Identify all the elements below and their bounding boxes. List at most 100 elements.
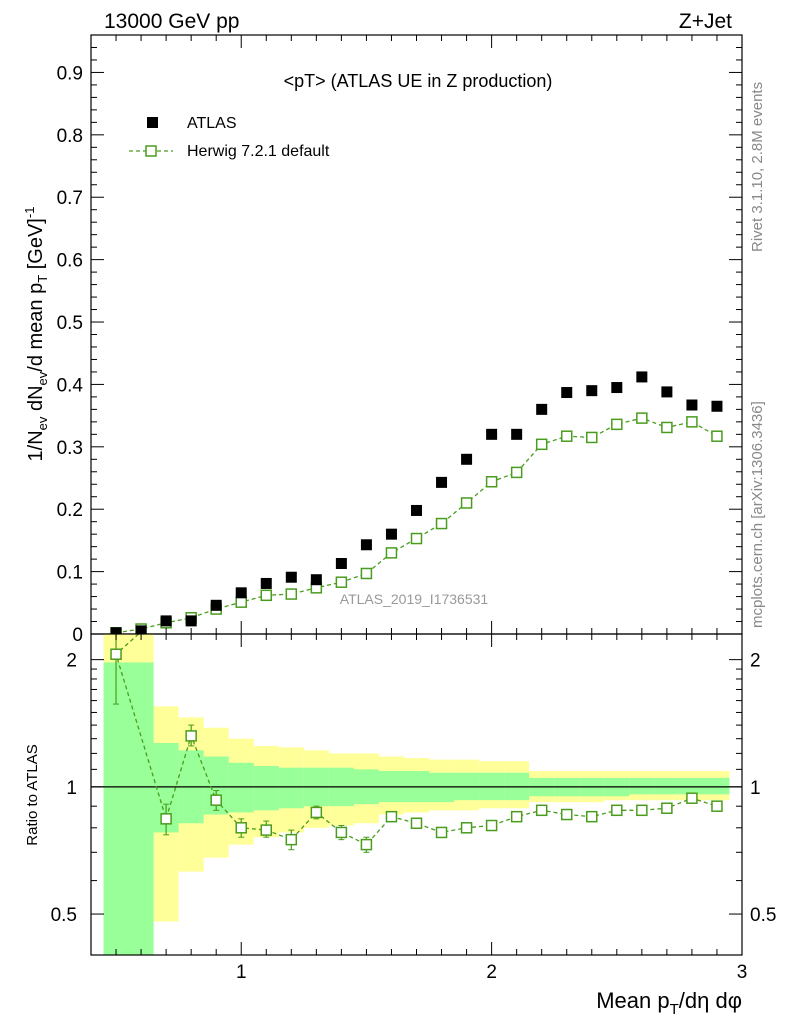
ratio-herwig-point	[535, 804, 548, 817]
atlas-point	[436, 476, 448, 488]
analysis-watermark: ATLAS_2019_I1736531	[340, 591, 489, 607]
ratio-herwig-point	[435, 826, 448, 839]
atlas-point	[235, 587, 247, 599]
atlas-point	[586, 385, 598, 397]
x-tick-label: 2	[486, 962, 497, 983]
herwig-point	[285, 588, 298, 600]
herwig-point	[435, 517, 448, 530]
ratio-herwig-point	[110, 648, 122, 660]
herwig-point	[711, 430, 723, 442]
ratio-green-band	[629, 777, 655, 795]
ratio-herwig-point	[460, 822, 473, 834]
ratio-herwig-point	[335, 826, 348, 839]
atlas-point	[210, 599, 222, 611]
ratio-herwig-point	[611, 804, 623, 817]
herwig-point	[661, 421, 673, 434]
ratio-herwig-point	[285, 833, 298, 846]
atlas-point	[385, 528, 397, 540]
y-tick-label: 0.9	[57, 63, 83, 84]
ratio-green-band	[228, 762, 254, 813]
ratio-herwig-point	[210, 794, 222, 806]
legend-atlas-marker	[147, 117, 158, 128]
herwig-point	[360, 567, 373, 580]
atlas-point	[160, 615, 172, 627]
ratio-y-tick-label-right: 1	[750, 778, 761, 799]
y-tick-label: 0.2	[57, 500, 83, 521]
atlas-point	[185, 615, 197, 627]
y-tick-label: 0	[72, 625, 83, 646]
ratio-herwig-point	[510, 810, 523, 823]
y-tick-label: 0.1	[57, 563, 83, 584]
ratio-y-tick-label: 1	[66, 778, 77, 799]
atlas-point	[486, 428, 498, 440]
x-axis-label: Mean pT/dη dφ	[596, 988, 742, 1018]
herwig-point	[235, 596, 247, 608]
ratio-y-tick-label-right: 2	[750, 651, 761, 672]
herwig-point	[410, 532, 423, 545]
herwig-point	[460, 497, 473, 509]
ratio-herwig-point	[185, 730, 197, 742]
ratio-green-band	[253, 766, 279, 811]
ratio-herwig-point	[485, 819, 498, 832]
atlas-point	[335, 557, 347, 569]
ratio-panel: 1 2 3 0.5 0.5 1 1 2 2 Ratio to ATLAS Mean pT/dη …	[24, 633, 776, 1018]
ratio-y-tick-label: 0.5	[51, 905, 77, 926]
process-label: Z+Jet	[679, 10, 732, 33]
y-tick-label: 0.8	[57, 126, 83, 147]
ratio-herwig-point	[661, 802, 673, 814]
atlas-point	[536, 403, 548, 415]
atlas-point	[461, 453, 473, 465]
ratio-y-tick-label: 2	[66, 651, 77, 672]
legend-herwig-label: Herwig 7.2.1 default	[187, 143, 330, 160]
ratio-herwig-point	[711, 800, 723, 812]
ratio-green-band	[103, 662, 154, 955]
y-axis-label: 1/Nev dNev/d mean pT [GeV]-1	[22, 207, 50, 462]
herwig-point	[485, 476, 498, 488]
herwig-point	[260, 589, 273, 602]
herwig-point	[636, 412, 648, 424]
y-tick-label: 0.4	[57, 375, 84, 396]
atlas-point	[310, 574, 322, 586]
ratio-green-band	[278, 767, 304, 809]
ratio-herwig-point	[360, 838, 373, 851]
atlas-point	[511, 428, 523, 440]
herwig-point	[535, 438, 548, 451]
ratio-herwig-point	[586, 810, 598, 823]
rivet-label: Rivet 3.1.10, 2.8M events	[749, 82, 766, 252]
legend: ATLAS Herwig 7.2.1 default	[129, 115, 330, 160]
ratio-herwig-point	[310, 806, 323, 819]
ratio-herwig-point	[385, 810, 398, 823]
ratio-herwig-point	[636, 804, 648, 817]
main-panel: <pT> (ATLAS UE in Z production) ATLAS_20…	[22, 34, 743, 646]
ratio-green-band	[679, 777, 730, 795]
herwig-point	[686, 416, 698, 428]
ratio-herwig-point	[260, 824, 273, 836]
atlas-point	[711, 400, 723, 412]
herwig-point	[560, 430, 573, 442]
ratio-y-tick-label-right: 0.5	[750, 905, 776, 926]
herwig-point	[335, 576, 348, 588]
atlas-point	[561, 387, 573, 399]
ratio-herwig-point	[160, 813, 172, 825]
herwig-point	[586, 431, 598, 444]
legend-herwig-marker	[145, 145, 157, 157]
atlas-point	[411, 504, 422, 516]
energy-label: 13000 GeV pp	[104, 10, 239, 33]
x-tick-label: 3	[737, 962, 748, 983]
plot-title: <pT> (ATLAS UE in Z production)	[284, 71, 553, 91]
y-tick-label: 0.5	[57, 313, 83, 334]
y-tick-label: 0.6	[57, 251, 83, 272]
mcplots-label: mcplots.cern.ch [arXiv:1306.3436]	[749, 401, 766, 628]
legend-atlas-label: ATLAS	[187, 115, 237, 132]
ratio-herwig-point	[560, 808, 573, 821]
herwig-point	[510, 466, 523, 479]
atlas-point	[686, 399, 698, 411]
atlas-point	[360, 539, 372, 551]
atlas-point	[285, 571, 297, 583]
herwig-point	[611, 418, 623, 431]
atlas-point	[661, 386, 673, 398]
ratio-herwig-point	[235, 822, 247, 834]
y-tick-label: 0.3	[57, 438, 83, 459]
atlas-point	[636, 371, 648, 383]
